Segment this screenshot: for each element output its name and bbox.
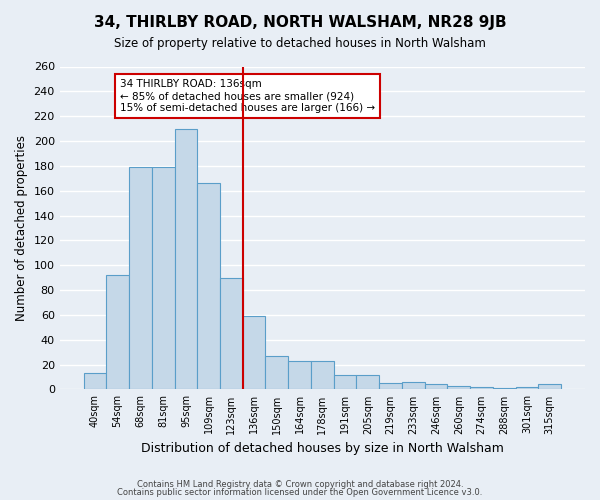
Bar <box>197 184 220 390</box>
Bar <box>356 374 379 390</box>
Text: 34, THIRLBY ROAD, NORTH WALSHAM, NR28 9JB: 34, THIRLBY ROAD, NORTH WALSHAM, NR28 9J… <box>94 15 506 30</box>
Bar <box>311 361 334 390</box>
Bar <box>425 384 448 390</box>
Bar <box>538 384 561 390</box>
Bar <box>470 387 493 390</box>
Y-axis label: Number of detached properties: Number of detached properties <box>15 135 28 321</box>
Bar <box>493 388 515 390</box>
Text: Contains HM Land Registry data © Crown copyright and database right 2024.: Contains HM Land Registry data © Crown c… <box>137 480 463 489</box>
Bar <box>402 382 425 390</box>
Bar <box>129 167 152 390</box>
Bar <box>83 374 106 390</box>
Bar <box>448 386 470 390</box>
Bar <box>243 316 265 390</box>
Bar <box>379 383 402 390</box>
X-axis label: Distribution of detached houses by size in North Walsham: Distribution of detached houses by size … <box>141 442 504 455</box>
Bar <box>288 361 311 390</box>
Bar <box>106 275 129 390</box>
Bar <box>220 278 243 390</box>
Bar <box>175 128 197 390</box>
Bar <box>265 356 288 390</box>
Text: 34 THIRLBY ROAD: 136sqm
← 85% of detached houses are smaller (924)
15% of semi-d: 34 THIRLBY ROAD: 136sqm ← 85% of detache… <box>120 80 375 112</box>
Text: Size of property relative to detached houses in North Walsham: Size of property relative to detached ho… <box>114 38 486 51</box>
Text: Contains public sector information licensed under the Open Government Licence v3: Contains public sector information licen… <box>118 488 482 497</box>
Bar <box>152 167 175 390</box>
Bar <box>334 374 356 390</box>
Bar <box>515 387 538 390</box>
